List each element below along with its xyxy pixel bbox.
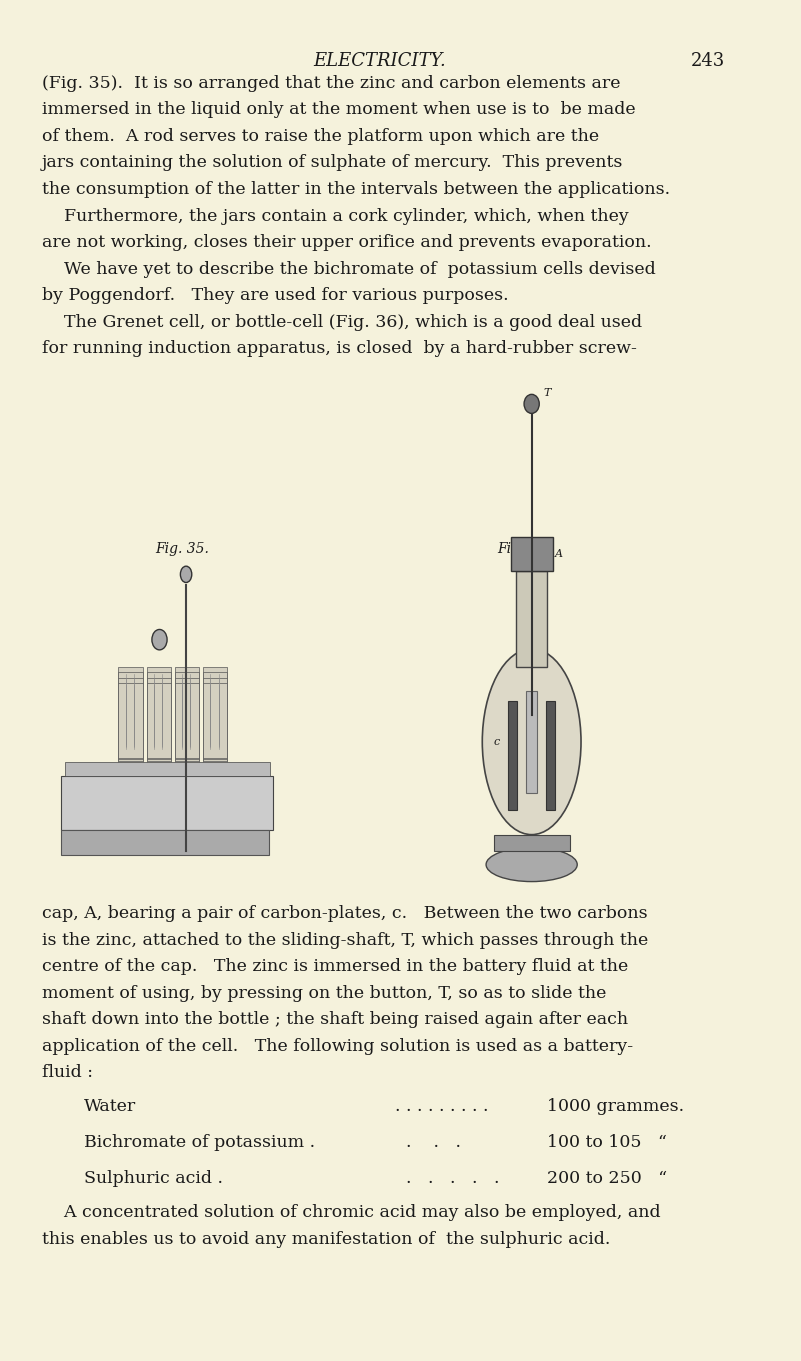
Ellipse shape <box>152 629 167 651</box>
Text: Bichromate of potassium .: Bichromate of potassium . <box>83 1134 315 1151</box>
Text: Sulphuric acid .: Sulphuric acid . <box>83 1170 223 1187</box>
Bar <box>493 834 570 851</box>
Ellipse shape <box>482 649 581 834</box>
Text: . . . . . . . . .: . . . . . . . . . <box>395 1098 489 1115</box>
Text: centre of the cap.   The zinc is immersed in the battery fluid at the: centre of the cap. The zinc is immersed … <box>42 958 628 974</box>
Bar <box>203 667 227 762</box>
Text: by Poggendorf.   They are used for various purposes.: by Poggendorf. They are used for various… <box>42 287 509 304</box>
Text: A concentrated solution of chromic acid may also be employed, and: A concentrated solution of chromic acid … <box>42 1204 660 1221</box>
Text: Fig. 36.: Fig. 36. <box>497 542 551 555</box>
Text: Furthermore, the jars contain a cork cylinder, which, when they: Furthermore, the jars contain a cork cyl… <box>42 208 629 225</box>
Ellipse shape <box>180 566 191 583</box>
Bar <box>175 683 199 758</box>
Bar <box>546 701 555 810</box>
Bar <box>147 683 171 758</box>
Text: T: T <box>543 388 550 399</box>
Bar <box>61 776 273 830</box>
Bar <box>517 572 547 667</box>
Ellipse shape <box>524 395 539 414</box>
Bar <box>147 672 171 761</box>
Bar <box>119 683 143 758</box>
Text: A: A <box>554 550 562 559</box>
Bar <box>175 667 199 762</box>
Bar <box>526 690 537 792</box>
Bar <box>61 830 269 855</box>
Text: the consumption of the latter in the intervals between the applications.: the consumption of the latter in the int… <box>42 181 670 197</box>
Bar <box>147 667 171 762</box>
Text: .    .   .: . . . <box>395 1134 461 1151</box>
Text: shaft down into the bottle ; the shaft being raised again after each: shaft down into the bottle ; the shaft b… <box>42 1011 628 1028</box>
Text: is the zinc, attached to the sliding-shaft, T, which passes through the: is the zinc, attached to the sliding-sha… <box>42 931 648 949</box>
Text: .   .   .   .   .: . . . . . <box>395 1170 500 1187</box>
Bar <box>175 672 199 761</box>
Text: jars containing the solution of sulphate of mercury.  This prevents: jars containing the solution of sulphate… <box>42 155 623 171</box>
Text: application of the cell.   The following solution is used as a battery-: application of the cell. The following s… <box>42 1037 633 1055</box>
Bar <box>203 672 227 761</box>
Text: cap, A, bearing a pair of carbon-plates, c.   Between the two carbons: cap, A, bearing a pair of carbon-plates,… <box>42 905 647 921</box>
Text: of them.  A rod serves to raise the platform upon which are the: of them. A rod serves to raise the platf… <box>42 128 599 144</box>
Text: 200 to 250   “: 200 to 250 “ <box>547 1170 667 1187</box>
Bar <box>119 678 143 759</box>
Ellipse shape <box>486 848 578 882</box>
Bar <box>147 678 171 759</box>
Bar <box>119 672 143 761</box>
Text: fluid :: fluid : <box>42 1064 93 1081</box>
Text: 243: 243 <box>691 52 726 69</box>
Text: moment of using, by pressing on the button, T, so as to slide the: moment of using, by pressing on the butt… <box>42 985 606 1002</box>
Bar <box>203 678 227 759</box>
Text: Water: Water <box>83 1098 136 1115</box>
Bar <box>119 667 143 762</box>
Bar <box>65 762 270 776</box>
Text: 100 to 105   “: 100 to 105 “ <box>547 1134 666 1151</box>
Text: We have yet to describe the bichromate of  potassium cells devised: We have yet to describe the bichromate o… <box>42 261 655 278</box>
Text: ELECTRICITY.: ELECTRICITY. <box>313 52 446 69</box>
Text: Fig. 35.: Fig. 35. <box>155 542 209 555</box>
Text: for running induction apparatus, is closed  by a hard-rubber screw-: for running induction apparatus, is clos… <box>42 340 637 357</box>
Text: The Grenet cell, or bottle-cell (Fig. 36), which is a good deal used: The Grenet cell, or bottle-cell (Fig. 36… <box>42 314 642 331</box>
Bar <box>511 538 553 572</box>
Text: c: c <box>493 736 500 747</box>
Text: immersed in the liquid only at the moment when use is to  be made: immersed in the liquid only at the momen… <box>42 102 635 118</box>
Bar <box>508 701 517 810</box>
Bar <box>175 678 199 759</box>
Text: 1000 grammes.: 1000 grammes. <box>547 1098 684 1115</box>
Bar <box>203 683 227 758</box>
Text: (Fig. 35).  It is so arranged that the zinc and carbon elements are: (Fig. 35). It is so arranged that the zi… <box>42 75 620 91</box>
Text: this enables us to avoid any manifestation of  the sulphuric acid.: this enables us to avoid any manifestati… <box>42 1230 610 1248</box>
Text: are not working, closes their upper orifice and prevents evaporation.: are not working, closes their upper orif… <box>42 234 651 250</box>
